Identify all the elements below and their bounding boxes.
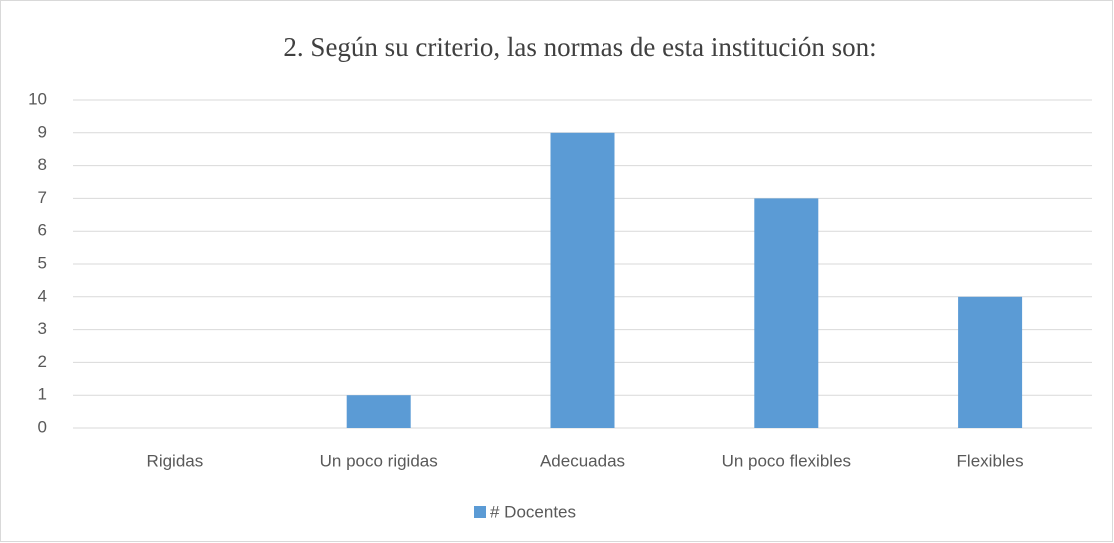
y-tick-label: 6 [38, 221, 47, 240]
legend-swatch [474, 506, 486, 518]
y-tick-label: 4 [38, 286, 47, 305]
y-tick-label: 9 [38, 122, 47, 141]
x-tick-label: Flexibles [957, 451, 1024, 470]
bar [754, 198, 819, 428]
y-tick-label: 5 [38, 253, 47, 272]
bar [958, 296, 1023, 428]
y-tick-label: 10 [28, 89, 47, 108]
x-tick-label: Un poco flexibles [722, 451, 851, 470]
x-tick-label: Rigidas [147, 451, 204, 470]
bar [550, 132, 615, 429]
y-tick-label: 2 [38, 352, 47, 371]
bar [346, 395, 411, 428]
x-tick-label: Un poco rigidas [320, 451, 438, 470]
chart-title: 2. Según su criterio, las normas de esta… [283, 32, 876, 62]
x-tick-label: Adecuadas [540, 451, 625, 470]
y-tick-label: 3 [38, 319, 47, 338]
y-tick-label: 8 [38, 155, 47, 174]
y-tick-label: 7 [38, 188, 47, 207]
y-tick-label: 1 [38, 385, 47, 404]
y-tick-label: 0 [38, 417, 47, 436]
legend-label: # Docentes [490, 502, 576, 521]
